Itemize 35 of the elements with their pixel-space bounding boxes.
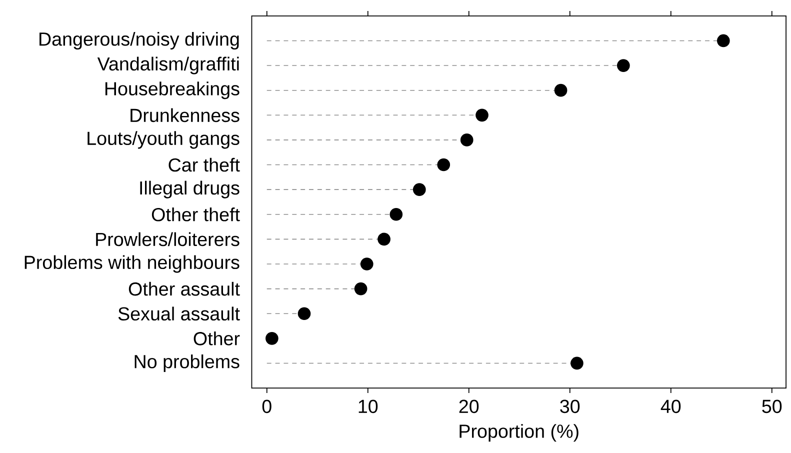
point (390, 208, 403, 221)
point (412, 183, 426, 196)
x-tick-label: 50 (762, 400, 782, 414)
y-tick-label: Sexual assault (118, 306, 240, 321)
y-tick-label: Illegal drugs (140, 180, 240, 198)
point (570, 356, 584, 370)
point (266, 332, 278, 345)
x-tick-label: 10 (358, 400, 378, 414)
point (360, 258, 374, 271)
y-tick-label: Dangerous/noisy driving (40, 32, 239, 50)
point (476, 108, 488, 122)
x-tick-label: 40 (660, 400, 681, 414)
point (378, 232, 390, 246)
point (298, 307, 311, 320)
x-tick-label: 20 (459, 400, 479, 414)
y-tick-label: Other assault (128, 282, 240, 296)
y-tick-label: Vandalism/graffiti (97, 56, 239, 74)
y-tick-label: No problems (134, 354, 240, 372)
point (354, 282, 368, 296)
y-tick-label: Other (194, 332, 240, 346)
y-tick-label: Car theft (168, 158, 240, 172)
point (437, 158, 450, 172)
point (460, 134, 474, 147)
y-tick-label: Other theft (152, 208, 240, 222)
point (554, 84, 568, 97)
y-tick-label: Problems with neighbours (24, 255, 240, 273)
x-tick-label: 0 (262, 400, 272, 414)
x-tick-label: 30 (560, 400, 580, 414)
y-tick-label: Prowlers/loiterers (96, 232, 240, 246)
point (716, 34, 730, 48)
y-tick-label: Housebreakings (105, 82, 240, 100)
y-tick-label: Louts/youth gangs (88, 131, 240, 149)
y-tick-label: Drunkenness (130, 108, 240, 122)
x-axis-title: Proportion (%) (460, 424, 578, 442)
point (617, 59, 630, 72)
